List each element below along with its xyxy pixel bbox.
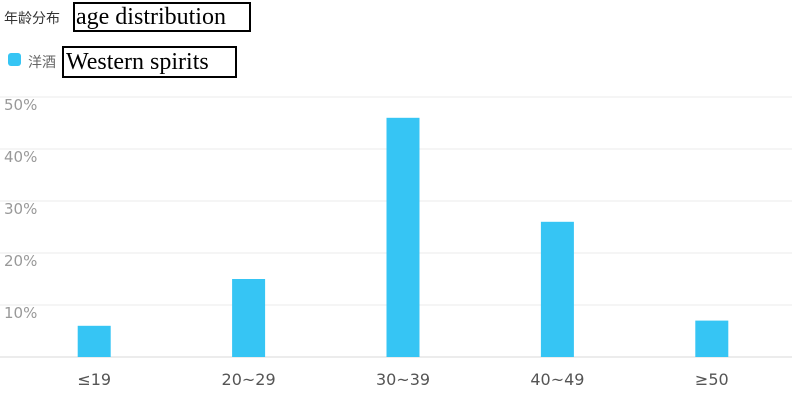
x-tick-label: 20~29 bbox=[222, 370, 276, 389]
y-tick-label: 50% bbox=[4, 96, 37, 114]
chart-title: 年龄分布 bbox=[4, 11, 60, 27]
x-tick-label: ≥50 bbox=[695, 370, 729, 389]
x-tick-label: ≤19 bbox=[77, 370, 111, 389]
y-tick-label: 20% bbox=[4, 252, 37, 270]
y-tick-label: 30% bbox=[4, 200, 37, 218]
chart-title-annotation: age distribution bbox=[73, 2, 251, 32]
bar[interactable] bbox=[232, 279, 266, 357]
bar[interactable] bbox=[540, 221, 574, 357]
y-axis: 10% 20% 30% 40% 50% bbox=[4, 96, 37, 322]
bars bbox=[77, 117, 729, 357]
bar[interactable] bbox=[386, 117, 420, 357]
x-axis: ≤19 20~29 30~39 40~49 ≥50 bbox=[77, 370, 728, 389]
x-tick-label: 40~49 bbox=[530, 370, 584, 389]
x-tick-label: 30~39 bbox=[376, 370, 430, 389]
legend-swatch[interactable] bbox=[8, 53, 21, 66]
y-tick-label: 40% bbox=[4, 148, 37, 166]
legend-label-annotation: Western spirits bbox=[62, 46, 237, 78]
legend-label[interactable]: 洋酒 bbox=[28, 55, 56, 71]
bar[interactable] bbox=[695, 320, 729, 357]
bar[interactable] bbox=[77, 325, 111, 357]
y-tick-label: 10% bbox=[4, 304, 37, 322]
